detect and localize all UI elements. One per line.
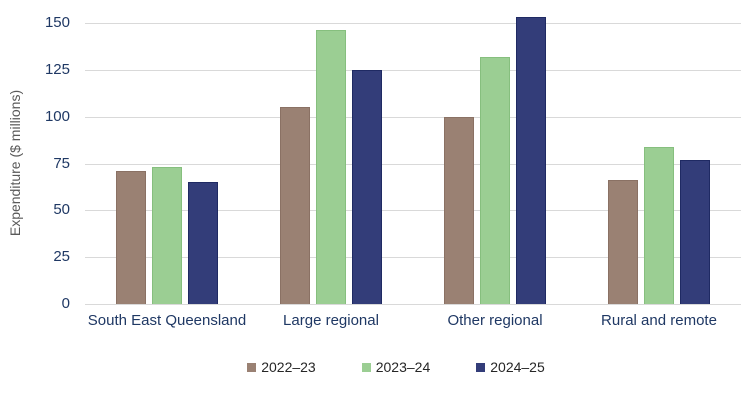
y-tick-label-0: 0 <box>61 295 70 312</box>
y-tick-label-75: 75 <box>53 155 70 172</box>
bar-2023-24-other-regional <box>480 57 510 304</box>
gridline-50 <box>85 210 741 211</box>
legend-item-2024-25: 2024–25 <box>476 359 545 375</box>
y-tick-label-125: 125 <box>44 61 70 78</box>
gridline-0 <box>85 304 741 305</box>
legend-item-2023-24: 2023–24 <box>361 359 431 375</box>
gridline-100 <box>85 117 741 118</box>
legend-label: 2024–25 <box>490 359 545 375</box>
bar-2023-24-large-regional <box>316 30 346 304</box>
bar-group-large-regional <box>249 23 413 304</box>
gridline-125 <box>85 70 741 71</box>
bar-2022-23-rural-and-remote <box>608 180 638 304</box>
category-label-other-regional: Other regional <box>447 312 543 329</box>
category-label-south-east-queensland: South East Queensland <box>87 312 247 329</box>
bar-2024-25-other-regional <box>516 17 546 304</box>
legend-label: 2022–23 <box>261 359 316 375</box>
legend-swatch-icon <box>476 362 486 372</box>
bar-2022-23-south-east-queensland <box>116 171 146 304</box>
y-tick-label-50: 50 <box>53 201 70 218</box>
bar-2024-25-south-east-queensland <box>188 182 218 304</box>
plot-area <box>85 17 741 305</box>
bar-2023-24-south-east-queensland <box>152 167 182 304</box>
bar-2022-23-large-regional <box>280 107 310 304</box>
y-tick-label-100: 100 <box>44 108 70 125</box>
legend-swatch-icon <box>361 362 371 372</box>
category-label-large-regional: Large regional <box>283 312 379 329</box>
bar-2024-25-rural-and-remote <box>680 160 710 304</box>
bar-2024-25-large-regional <box>352 70 382 304</box>
legend: 2022–23 2023–24 2024–25 <box>0 359 750 375</box>
gridline-75 <box>85 164 741 165</box>
legend-label: 2023–24 <box>375 359 431 375</box>
y-tick-label-150: 150 <box>44 14 70 31</box>
legend-item-2022-23: 2022–23 <box>247 359 316 375</box>
category-label-rural-and-remote: Rural and remote <box>601 312 717 329</box>
y-tick-label-25: 25 <box>53 248 70 265</box>
bar-2023-24-rural-and-remote <box>644 147 674 304</box>
bar-group-rural-and-remote <box>577 23 741 304</box>
bar-2022-23-other-regional <box>444 117 474 304</box>
gridline-150 <box>85 23 741 24</box>
legend-swatch-icon <box>247 362 257 372</box>
gridline-25 <box>85 257 741 258</box>
bar-group-other-regional <box>413 17 577 304</box>
bar-group-south-east-queensland <box>85 23 249 304</box>
